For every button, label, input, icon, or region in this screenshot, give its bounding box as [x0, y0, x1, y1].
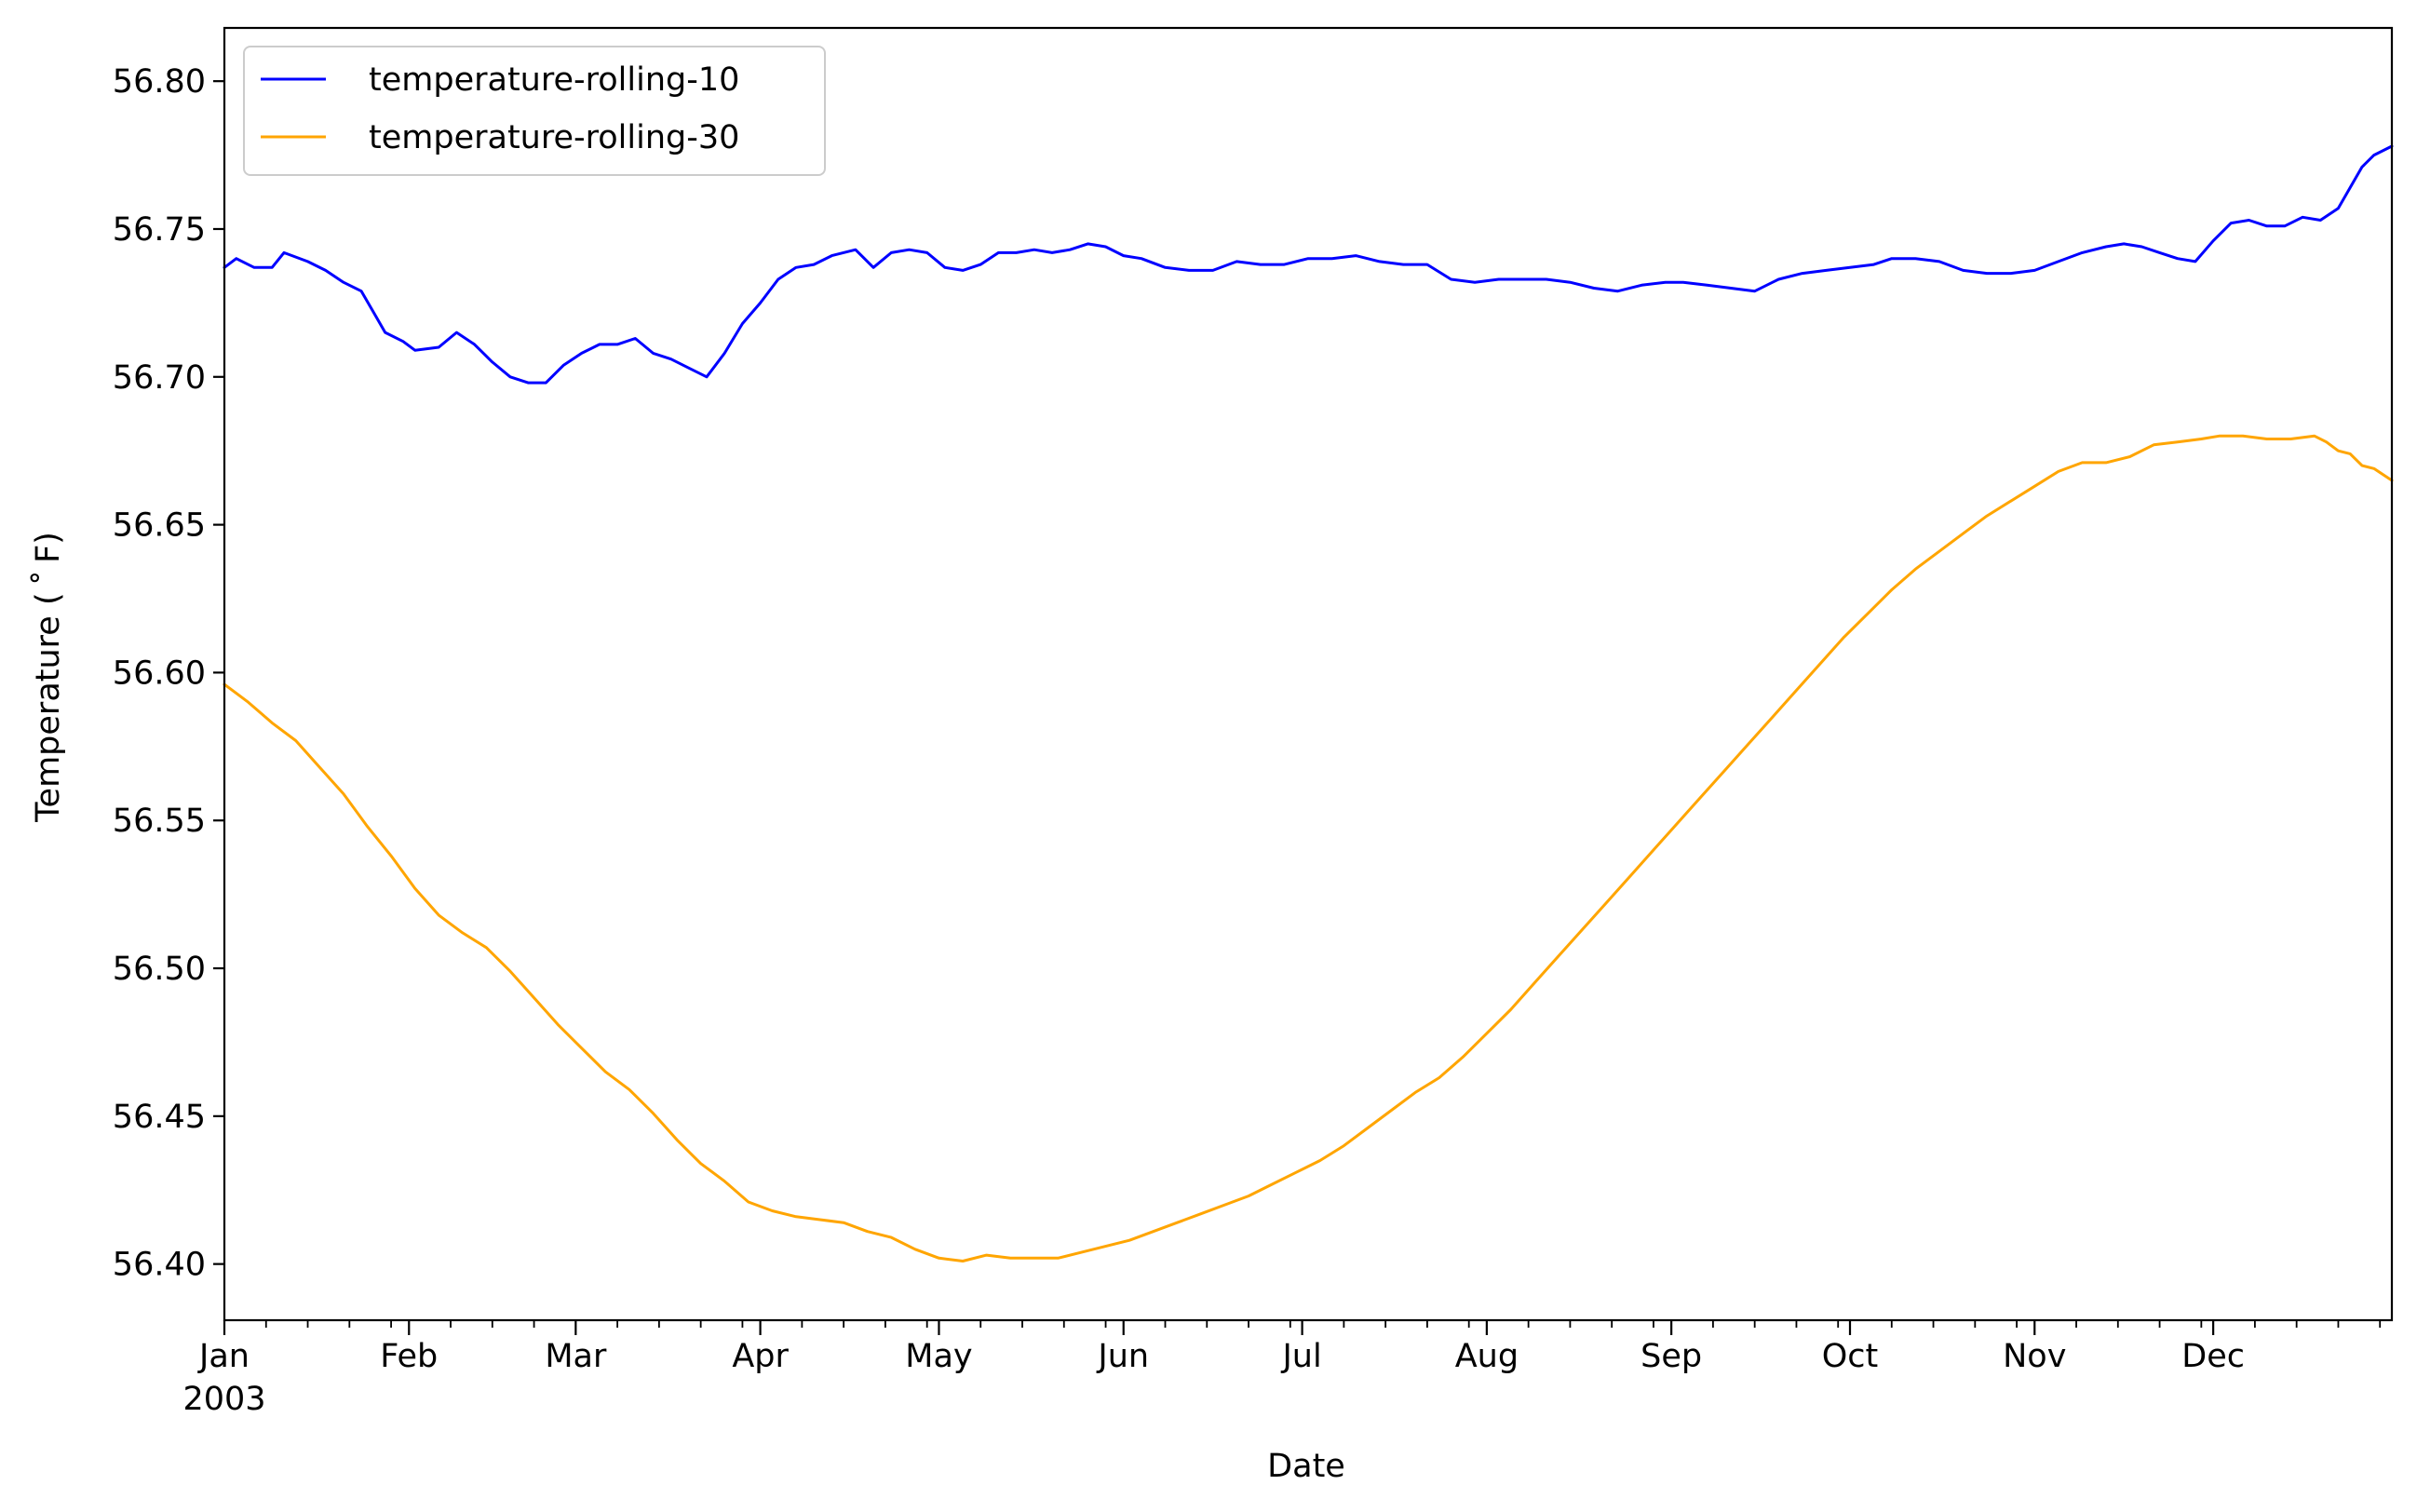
x-tick-label: Sep: [1641, 1338, 1702, 1375]
y-tick-label: 56.80: [113, 63, 206, 101]
y-tick-label: 56.70: [113, 359, 206, 397]
x-tick-label: Aug: [1455, 1338, 1519, 1375]
x-tick-label: Feb: [380, 1338, 438, 1375]
x-tick-label: May: [905, 1338, 972, 1375]
y-tick-label: 56.60: [113, 655, 206, 692]
y-tick-label: 56.55: [113, 803, 206, 840]
x-tick-label: Mar: [545, 1338, 607, 1375]
series-line-2: [223, 434, 2394, 1262]
y-tick-label: 56.45: [113, 1099, 206, 1136]
x-tick-label: Jul: [1280, 1338, 1321, 1375]
y-tick-label: 56.75: [113, 211, 206, 249]
y-tick-label: 56.40: [113, 1247, 206, 1284]
x-axis-label: Date: [1267, 1448, 1345, 1485]
x-tick-label: Apr: [732, 1338, 789, 1375]
legend-frame: [243, 46, 826, 176]
series-line-1: [223, 144, 2394, 385]
legend: temperature-rolling-10 temperature-rollin…: [243, 46, 826, 176]
y-tick-label: 56.50: [113, 951, 206, 988]
legend-label-2: temperature-rolling-30: [369, 119, 739, 156]
series-layer: [223, 144, 2394, 1262]
x-tick-label: Jan: [197, 1338, 250, 1375]
x-tick-label: Dec: [2181, 1338, 2245, 1375]
x-tick-label: Oct: [1822, 1338, 1879, 1375]
plot-frame: [223, 26, 2394, 1322]
axes-layer: 56.40 56.45 56.50 56.55 56.60 56.65 56.70 56.75…: [113, 26, 2394, 1418]
x-tick-label: Jun: [1096, 1338, 1149, 1375]
y-tick-label: 56.65: [113, 507, 206, 545]
y-axis-label: Temperature ( ˚ F): [29, 532, 67, 823]
x-tick-sublabel: 2003: [182, 1381, 265, 1418]
legend-label-1: temperature-rolling-10: [369, 61, 739, 99]
x-tick-label: Nov: [2003, 1338, 2066, 1375]
